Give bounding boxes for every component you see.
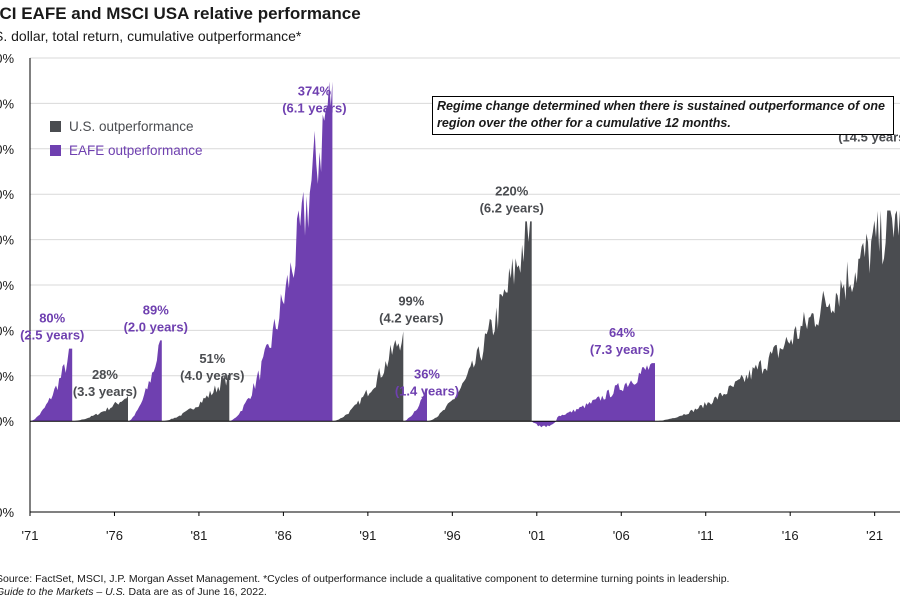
cycle-peak-label: 374% <box>298 84 332 99</box>
cycle-peak-label: 80% <box>39 311 65 326</box>
cycle-area-10 <box>655 210 900 422</box>
cycle-duration-label: (1.4 years) <box>395 384 459 399</box>
x-tick-label: '96 <box>444 528 461 543</box>
cycle-duration-label: (6.2 years) <box>480 200 544 215</box>
cycle-duration-label: (3.3 years) <box>73 384 137 399</box>
x-tick-label: '81 <box>190 528 207 543</box>
guide-title: Guide to the Markets – U.S. <box>0 586 126 598</box>
cycle-peak-label: 89% <box>143 302 169 317</box>
y-tick-label: 300% <box>0 142 14 157</box>
cycle-area-2 <box>72 395 128 422</box>
y-tick-label: 250% <box>0 187 14 202</box>
x-tick-label: '86 <box>275 528 292 543</box>
cycle-area-8 <box>427 221 532 422</box>
x-tick-label: '91 <box>359 528 376 543</box>
cycle-peak-label: 99% <box>398 293 424 308</box>
cycle-area-1 <box>30 348 73 422</box>
chart-title: MSCI EAFE and MSCI USA relative performa… <box>0 4 361 23</box>
x-tick-label: '71 <box>22 528 39 543</box>
cycle-duration-label: (7.3 years) <box>590 342 654 357</box>
y-tick-label: 350% <box>0 96 14 111</box>
cycle-area-6 <box>332 331 404 422</box>
legend: U.S. outperformance EAFE outperformance <box>50 114 203 162</box>
cycle-area-5 <box>229 81 333 422</box>
x-tick-label: '21 <box>866 528 883 543</box>
x-tick-label: '76 <box>106 528 123 543</box>
cycle-duration-label: (4.0 years) <box>180 368 244 383</box>
cycle-areas <box>30 81 900 428</box>
axes: -100% 0% 50% 100% 150% 200% 250% 300% 350% 400% '7… <box>0 51 900 543</box>
cycle-peak-label: 220% <box>495 183 529 198</box>
source-note: Source: FactSet, MSCI, J.P. Morgan Asset… <box>0 573 730 585</box>
chart-subtitle: U.S. dollar, total return, cumulative ou… <box>0 28 302 44</box>
cycle-duration-label: (4.2 years) <box>379 310 443 325</box>
cycle-area-3 <box>128 340 162 422</box>
eafe-swatch-icon <box>50 144 61 156</box>
x-tick-label: '16 <box>782 528 799 543</box>
cycle-area-9 <box>531 363 655 428</box>
x-tick-label: '11 <box>698 528 714 543</box>
legend-item-eafe: EAFE outperformance <box>50 138 203 162</box>
cycle-area-4 <box>161 374 230 422</box>
cycle-peak-label: 64% <box>609 325 635 340</box>
y-tick-label: -100% <box>0 505 14 520</box>
y-tick-label: 50% <box>0 369 14 384</box>
x-tick-label: '01 <box>528 528 545 543</box>
legend-item-us: U.S. outperformance <box>50 114 203 138</box>
regime-note: Regime change determined when there is s… <box>432 96 894 135</box>
y-tick-label: 0% <box>0 414 14 429</box>
cycle-duration-label: (6.1 years) <box>282 101 346 116</box>
cycle-peak-label: 28% <box>92 367 118 382</box>
cycle-area-7 <box>403 388 427 422</box>
legend-label-us: U.S. outperformance <box>69 118 194 134</box>
legend-label-eafe: EAFE outperformance <box>69 142 203 158</box>
us-swatch-icon <box>50 120 61 132</box>
cycle-duration-label: (2.0 years) <box>124 319 188 334</box>
y-tick-label: 100% <box>0 323 14 338</box>
cycle-peak-label: 51% <box>199 351 225 366</box>
cycle-peak-label: 36% <box>414 367 440 382</box>
cycle-duration-label: (2.5 years) <box>20 328 84 343</box>
guide-note: Guide to the Markets – U.S. Data are as … <box>0 586 729 599</box>
y-tick-label: 400% <box>0 51 14 66</box>
data-date-note: Data are as of June 16, 2022. <box>125 586 267 598</box>
y-tick-label: 200% <box>0 233 14 248</box>
y-tick-label: 150% <box>0 278 14 293</box>
footer: Source: FactSet, MSCI, J.P. Morgan Asset… <box>0 573 729 599</box>
x-tick-label: '06 <box>613 528 630 543</box>
